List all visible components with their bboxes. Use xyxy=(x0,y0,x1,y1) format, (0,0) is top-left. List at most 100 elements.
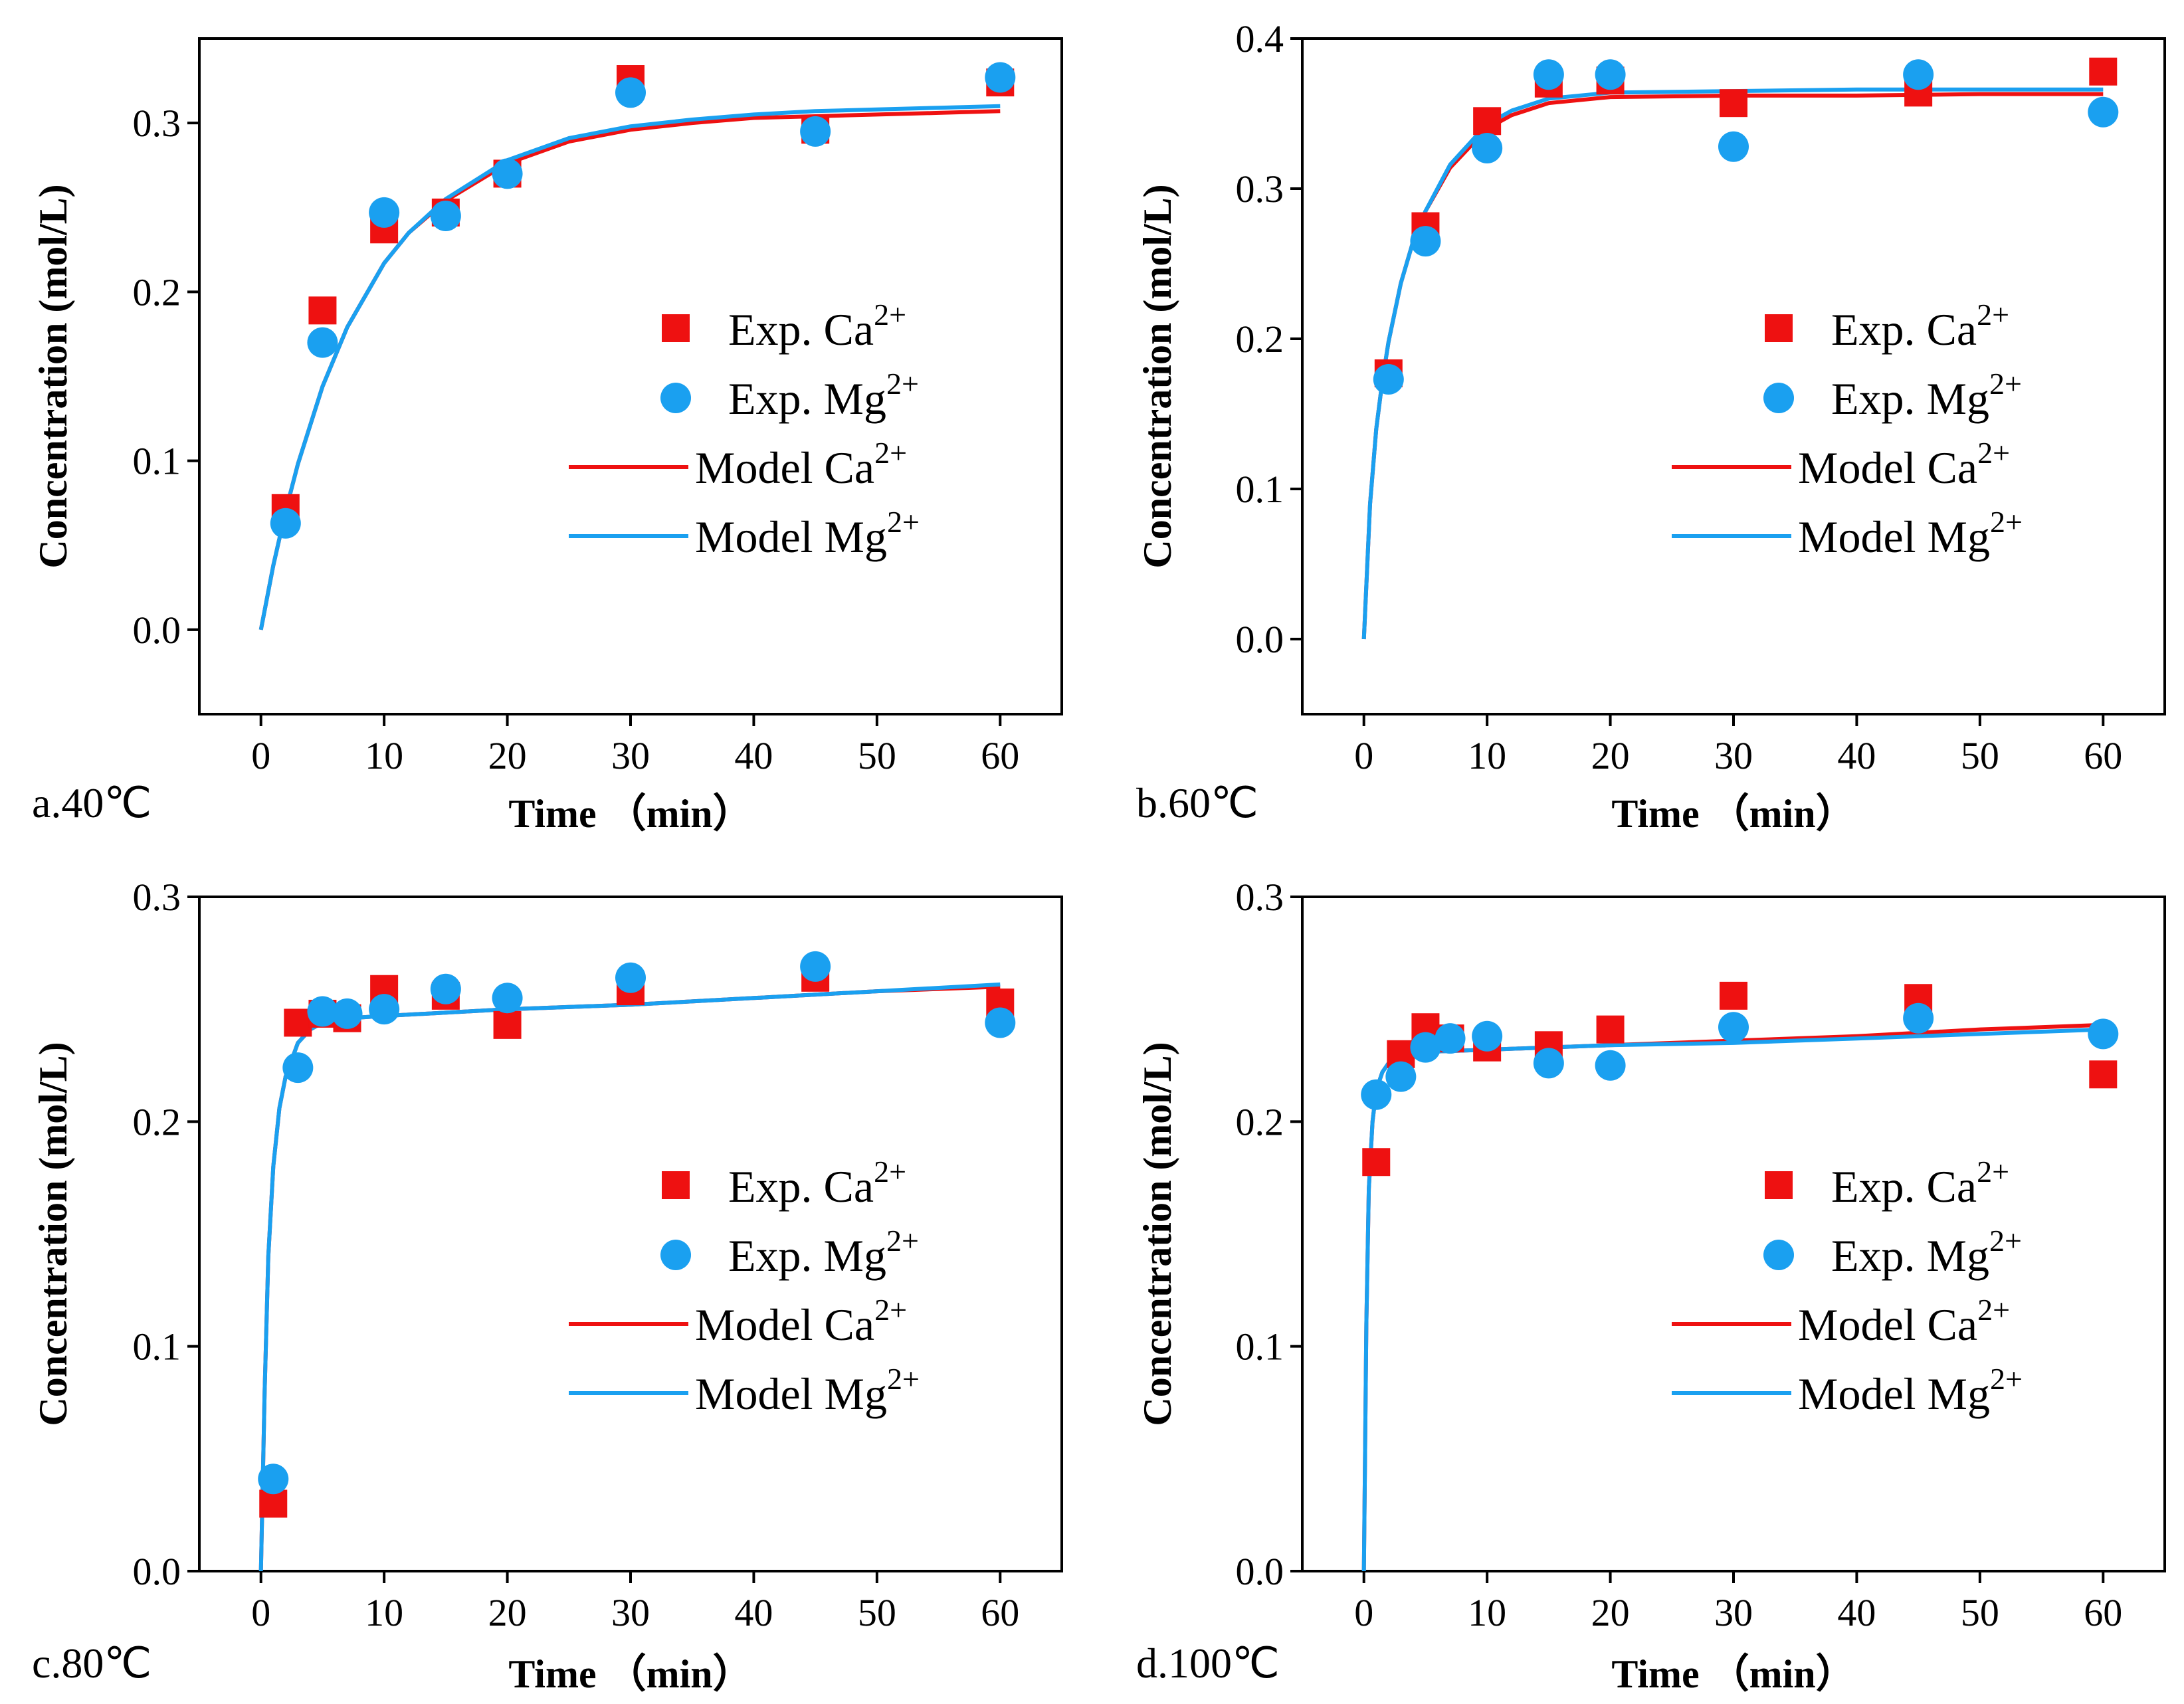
model-ca-line xyxy=(258,985,1001,1571)
y-tick-label: 0.0 xyxy=(1236,1550,1284,1593)
exp-mg-point xyxy=(985,62,1016,93)
chart-panel-4: 0 10 20 30 40 50 60 0.0 0.1 0.2 0.3 Time （min） Conce… xyxy=(1136,876,2166,1696)
exp-mg-point xyxy=(430,973,461,1004)
x-tick-label: 30 xyxy=(611,734,650,777)
exp-mg-point xyxy=(492,983,523,1014)
exp-ca-point xyxy=(1720,89,1747,118)
y-axis-title: Concentration (mol/L) xyxy=(1136,184,1179,568)
y-tick-label: 0.2 xyxy=(133,270,181,314)
y-tick-label: 0.0 xyxy=(1236,618,1284,661)
exp-mg-point xyxy=(1595,1050,1626,1081)
exp-mg-point xyxy=(1472,1020,1503,1052)
x-tick-label: 0 xyxy=(251,734,270,777)
y-tick-label: 0.3 xyxy=(133,876,181,919)
panel-label: c.80℃ xyxy=(32,1640,151,1687)
legend-label: Exp. Ca2+ xyxy=(1831,298,2009,355)
x-tick-label: 60 xyxy=(981,1591,1019,1634)
exp-mg-point xyxy=(282,1052,314,1084)
x-tick-label: 20 xyxy=(488,734,527,777)
exp-mg-point xyxy=(430,200,461,231)
exp-ca-point xyxy=(2089,1060,2118,1089)
legend-label-main: Exp. Ca xyxy=(1831,1161,1977,1212)
x-tick-label: 50 xyxy=(858,1591,896,1634)
exp-mg-point xyxy=(800,116,831,147)
legend-ca-square xyxy=(1765,1171,1793,1199)
legend-label-sup: 2+ xyxy=(1977,298,2009,331)
legend-label: Exp. Mg2+ xyxy=(728,1224,919,1281)
x-tick-label: 40 xyxy=(1837,734,1876,777)
x-tick-label: 30 xyxy=(1714,1591,1753,1634)
x-tick-label: 60 xyxy=(2084,734,2122,777)
legend-label-sup: 2+ xyxy=(874,436,907,470)
legend-mg-circle xyxy=(1763,1240,1794,1270)
exp-ca-point xyxy=(284,1008,312,1037)
exp-mg-point xyxy=(332,998,363,1029)
legend: Exp. Ca2+Exp. Mg2+Model Ca2+Model Mg2+ xyxy=(1672,298,2023,562)
legend-label-main: Model Ca xyxy=(695,442,874,493)
legend-label: Model Mg2+ xyxy=(1798,1362,2023,1419)
legend-label-main: Model Ca xyxy=(1798,442,1977,493)
exp-mg-point xyxy=(985,1007,1016,1038)
legend-label-main: Model Ca xyxy=(695,1299,874,1350)
y-tick-label: 0.0 xyxy=(133,1550,181,1593)
exp-mg-point xyxy=(1595,59,1626,90)
x-tick-label: 60 xyxy=(981,734,1019,777)
legend-label-sup: 2+ xyxy=(1989,367,2022,401)
x-axis-title: Time （min） xyxy=(1611,1652,1855,1696)
x-tick-label: 10 xyxy=(1468,734,1506,777)
y-tick-label: 0.1 xyxy=(133,440,181,483)
data-layer xyxy=(1361,981,2119,1571)
legend-label-main: Model Mg xyxy=(1798,1369,1990,1419)
y-tick-label: 0.1 xyxy=(1236,468,1284,511)
y-tick-label: 0.1 xyxy=(133,1325,181,1369)
legend-label-sup: 2+ xyxy=(1990,505,2023,539)
legend-mg-circle xyxy=(1763,383,1794,413)
legend-label: Model Mg2+ xyxy=(1798,505,2023,562)
x-axis-title: Time （min） xyxy=(508,791,752,836)
exp-ca-point xyxy=(308,296,337,325)
x-axis-title: Time （min） xyxy=(1611,791,1855,836)
x-tick-label: 10 xyxy=(365,734,403,777)
exp-ca-point xyxy=(2089,57,2118,86)
legend-label-main: Exp. Mg xyxy=(728,373,886,424)
legend-mg-circle xyxy=(660,1240,691,1270)
exp-ca-point xyxy=(493,1010,522,1039)
exp-mg-point xyxy=(492,158,523,189)
legend-label: Model Ca2+ xyxy=(695,436,907,493)
exp-mg-point xyxy=(1903,1002,1934,1034)
legend-ca-square xyxy=(662,1171,690,1199)
y-tick-label: 0.2 xyxy=(133,1100,181,1143)
legend: Exp. Ca2+Exp. Mg2+Model Ca2+Model Mg2+ xyxy=(569,1155,920,1419)
legend-label-sup: 2+ xyxy=(886,367,919,401)
exp-mg-point xyxy=(2088,96,2119,128)
exp-ca-point xyxy=(1473,107,1502,136)
y-tick-label: 0.2 xyxy=(1236,1100,1284,1143)
y-axis-title: Concentration (mol/L) xyxy=(31,1042,75,1426)
legend-label-main: Exp. Mg xyxy=(728,1230,886,1281)
legend-label-sup: 2+ xyxy=(1990,1362,2023,1396)
exp-mg-point xyxy=(615,77,646,108)
legend-label: Exp. Mg2+ xyxy=(1831,367,2022,424)
chart-panel-1: 0 10 20 30 40 50 60 0.0 0.1 0.2 0.3 Time （min） Conce… xyxy=(31,37,1063,836)
legend-label-sup: 2+ xyxy=(874,1155,906,1188)
legend: Exp. Ca2+Exp. Mg2+Model Ca2+Model Mg2+ xyxy=(1672,1155,2023,1419)
model-mg-line xyxy=(258,104,1001,630)
x-tick-label: 50 xyxy=(858,734,896,777)
x-tick-label: 60 xyxy=(2084,1591,2122,1634)
legend-label: Exp. Mg2+ xyxy=(728,367,919,424)
exp-mg-point xyxy=(307,996,338,1027)
panel-label: d.100℃ xyxy=(1136,1640,1280,1687)
chart-panel-3: 0 10 20 30 40 50 60 0.0 0.1 0.2 0.3 Time （min） Conce… xyxy=(31,876,1063,1696)
legend-label-sup: 2+ xyxy=(1977,1155,2009,1188)
legend-label-sup: 2+ xyxy=(874,298,906,331)
exp-mg-point xyxy=(1410,1032,1441,1063)
exp-mg-point xyxy=(1533,1048,1564,1079)
exp-mg-point xyxy=(270,508,301,539)
exp-mg-point xyxy=(1718,131,1749,162)
exp-ca-point xyxy=(1362,1148,1391,1177)
legend-label-sup: 2+ xyxy=(887,505,920,539)
data-layer xyxy=(258,951,1016,1571)
y-tick-label: 0.3 xyxy=(1236,876,1284,919)
exp-mg-point xyxy=(369,994,400,1025)
